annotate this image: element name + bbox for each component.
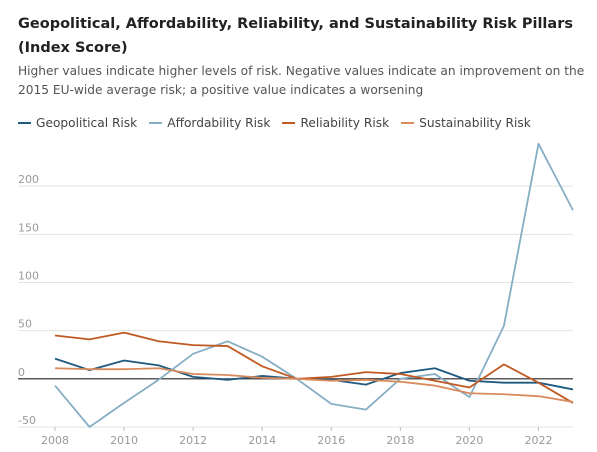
chart-legend: Geopolitical Risk Affordability Risk Rel…	[18, 114, 543, 132]
y-tick-label: 200	[18, 173, 39, 186]
x-tick-label: 2022	[524, 434, 552, 447]
y-tick-label: 150	[18, 221, 39, 234]
y-tick-label: 100	[18, 270, 39, 283]
series-line-geopolitical-risk	[54, 357, 574, 391]
series-lines	[54, 142, 574, 428]
series-line-sustainability-risk	[54, 367, 574, 403]
legend-swatch-reliability	[282, 122, 296, 124]
x-axis-tick-labels: 2008 2010 2012 2014 2016 2018 2020 2022	[41, 427, 552, 447]
chart-title: Geopolitical, Affordability, Reliability…	[18, 16, 573, 56]
legend-swatch-geopolitical	[18, 122, 31, 124]
grid-lines	[18, 185, 573, 428]
series-line-reliability-risk	[54, 331, 574, 404]
legend-swatch-sustainability	[401, 122, 415, 124]
chart-subtitle: Higher values indicate higher levels of …	[18, 64, 585, 97]
y-tick-label: -50	[18, 414, 36, 427]
legend-item-affordability: Affordability Risk	[149, 116, 270, 130]
series-line-affordability-risk	[54, 142, 574, 428]
x-tick-label: 2016	[317, 434, 345, 447]
legend-item-geopolitical: Geopolitical Risk	[18, 116, 137, 130]
x-tick-label: 2010	[110, 434, 138, 447]
x-tick-label: 2020	[455, 434, 483, 447]
x-tick-label: 2008	[41, 434, 69, 447]
legend-swatch-affordability	[149, 122, 163, 124]
legend-label-geopolitical: Geopolitical Risk	[36, 116, 138, 130]
y-tick-label: 50	[18, 318, 32, 331]
legend-label-reliability: Reliability Risk	[300, 116, 390, 130]
legend-label-affordability: Affordability Risk	[167, 116, 271, 130]
legend-label-sustainability: Sustainability Risk	[419, 116, 531, 130]
x-tick-label: 2018	[386, 434, 414, 447]
legend-item-reliability: Reliability Risk	[282, 116, 389, 130]
y-axis-tick-labels: -50 0 50 100 150 200	[18, 173, 39, 427]
y-tick-label: 0	[18, 366, 25, 379]
x-tick-label: 2012	[179, 434, 207, 447]
legend-item-sustainability: Sustainability Risk	[401, 116, 531, 130]
x-tick-label: 2014	[248, 434, 276, 447]
